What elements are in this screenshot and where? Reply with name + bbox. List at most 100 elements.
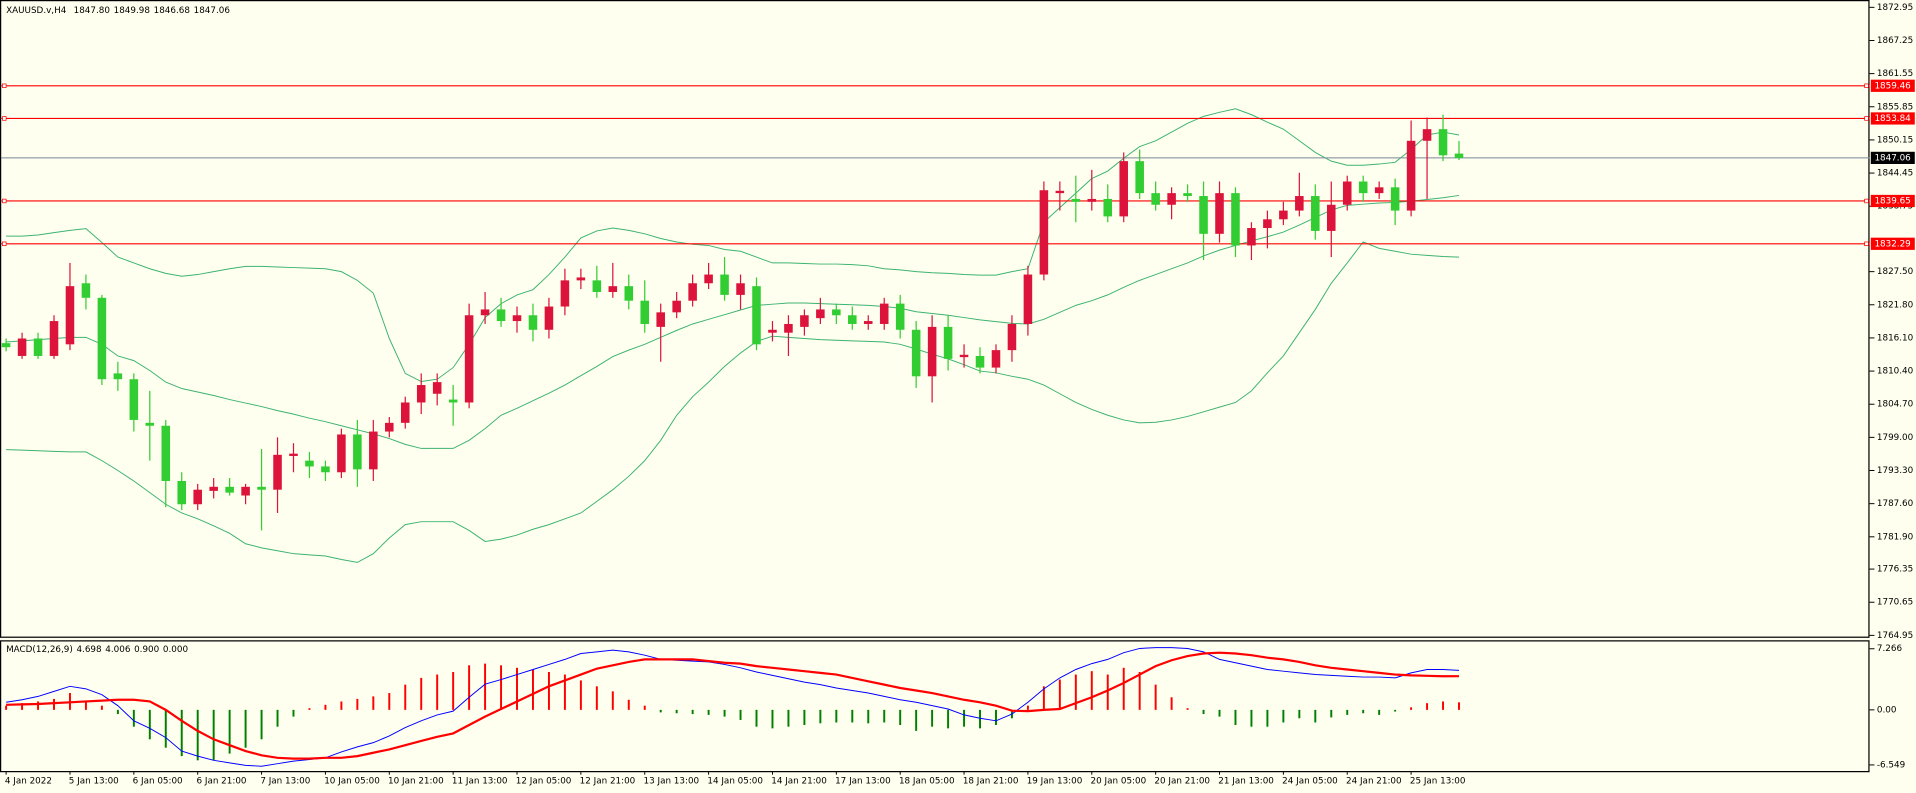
- x-tick-label: 13 Jan 13:00: [644, 776, 700, 786]
- macd-histogram-bar: [947, 709, 950, 729]
- x-tick-label: 6 Jan 05:00: [133, 776, 183, 786]
- macd-histogram-bar: [1106, 674, 1109, 710]
- candle-body: [33, 338, 43, 356]
- candle-body: [975, 355, 985, 368]
- x-tick-label: 10 Jan 05:00: [324, 776, 380, 786]
- candle-body: [1438, 129, 1448, 156]
- candle-body: [464, 315, 474, 403]
- ohlc-value: 1846.68: [154, 5, 190, 15]
- macd-value: 4.698: [76, 644, 101, 654]
- macd-histogram-bar: [244, 709, 247, 748]
- macd-histogram-bar: [516, 667, 518, 710]
- macd-histogram-bar: [963, 709, 966, 727]
- candle-body: [560, 280, 570, 307]
- candle-body: [400, 402, 410, 423]
- candle-body: [704, 274, 713, 284]
- last-price-label: 1847.06: [1874, 153, 1911, 163]
- ohlc-value: 1849.98: [114, 5, 150, 15]
- y-tick-label: 0.00: [1877, 705, 1897, 715]
- macd-histogram-bar: [132, 709, 135, 727]
- level-label: 1859.46: [1874, 81, 1911, 91]
- macd-histogram-bar: [659, 709, 662, 713]
- candle-body: [688, 283, 697, 301]
- candle-body: [432, 382, 442, 394]
- macd-histogram-bar: [1314, 709, 1317, 723]
- y-tick-label: 1872.95: [1877, 3, 1913, 13]
- level-marker: [2, 198, 7, 204]
- macd-histogram-bar: [995, 709, 997, 726]
- macd-histogram-bar: [1202, 709, 1205, 715]
- macd-histogram-bar: [276, 709, 279, 727]
- macd-histogram-bar: [1026, 705, 1029, 710]
- macd-histogram-bar: [404, 684, 407, 710]
- bollinger-upper: [6, 108, 1460, 383]
- x-tick-label: 4 Jan 2022: [5, 776, 52, 786]
- macd-histogram-bar: [1170, 697, 1173, 710]
- x-tick-label: 5 Jan 13:00: [69, 776, 119, 786]
- candle-body: [1263, 219, 1272, 229]
- x-tick-label: 18 Jan 05:00: [899, 776, 955, 786]
- candle-body: [656, 312, 665, 327]
- candle-body: [592, 280, 602, 292]
- candle-body: [991, 350, 1001, 368]
- macd-histogram-bar: [579, 680, 582, 710]
- y-tick-label: 1776.35: [1877, 565, 1913, 575]
- candle-body: [1374, 187, 1384, 194]
- y-tick-label: 1827.50: [1877, 267, 1913, 277]
- bollinger-middle: [6, 194, 1460, 449]
- x-tick-label: 24 Jan 21:00: [1346, 776, 1402, 786]
- candle-body: [97, 297, 107, 380]
- x-tick-label: 20 Jan 21:00: [1154, 776, 1210, 786]
- x-tick-label: 12 Jan 05:00: [516, 776, 572, 786]
- macd-histogram-bar: [196, 709, 199, 761]
- level-marker: [2, 241, 7, 246]
- y-tick-label: 1799.00: [1877, 433, 1913, 443]
- macd-histogram-bar: [867, 709, 870, 724]
- macd-histogram-bar: [148, 709, 151, 740]
- candle-body: [784, 323, 793, 333]
- level-label: 1839.65: [1874, 196, 1910, 206]
- macd-histogram-bar: [627, 699, 630, 710]
- macd-histogram-bar: [547, 672, 550, 710]
- candle-body: [943, 326, 953, 359]
- macd-histogram-bar: [372, 696, 375, 710]
- price-panel-border: [0, 0, 1870, 638]
- macd-histogram-bar: [883, 709, 886, 723]
- macd-histogram-bar: [1346, 709, 1349, 715]
- y-tick-label: 1793.30: [1877, 466, 1913, 476]
- candle-body: [1311, 196, 1320, 231]
- candle-body: [736, 283, 745, 295]
- macd-histogram-bar: [356, 698, 359, 710]
- candle-body: [1326, 204, 1336, 231]
- macd-histogram-bar: [1458, 702, 1460, 710]
- candle-body: [832, 309, 841, 316]
- level-label-box: [1870, 79, 1915, 92]
- candle-body: [1007, 323, 1017, 351]
- macd-panel-border: [0, 640, 1870, 773]
- candle-body: [193, 489, 202, 505]
- macd-histogram-bar: [212, 709, 215, 761]
- macd-histogram-bar: [979, 709, 981, 729]
- chart-header: XAUUSD.v,H4 1847.80 1849.98 1846.68 1847.06: [6, 5, 230, 15]
- candle-body: [1390, 187, 1400, 211]
- y-tick-label: 1787.60: [1877, 499, 1913, 509]
- x-tick-label: 6 Jan 21:00: [196, 776, 246, 786]
- candle-body: [720, 274, 729, 295]
- macd-histogram-bar: [595, 686, 598, 710]
- x-tick-label: 21 Jan 13:00: [1218, 776, 1274, 786]
- macd-histogram-bar: [851, 709, 854, 723]
- candle-body: [1183, 193, 1192, 197]
- macd-histogram-bar: [1234, 709, 1237, 726]
- candle-body: [768, 329, 777, 333]
- candle-body: [113, 373, 123, 380]
- candle-body: [353, 434, 362, 470]
- level-label: 1853.84: [1874, 114, 1911, 124]
- macd-histogram-bar: [1426, 703, 1429, 710]
- candle-body: [512, 315, 522, 322]
- candle-body: [672, 300, 681, 313]
- macd-value: 4.006: [105, 644, 131, 654]
- macd-value: 0.000: [163, 644, 188, 654]
- x-tick-label: 25 Jan 13:00: [1410, 776, 1466, 786]
- ohlc-value: 1847.06: [194, 5, 231, 15]
- candle-body: [911, 329, 921, 377]
